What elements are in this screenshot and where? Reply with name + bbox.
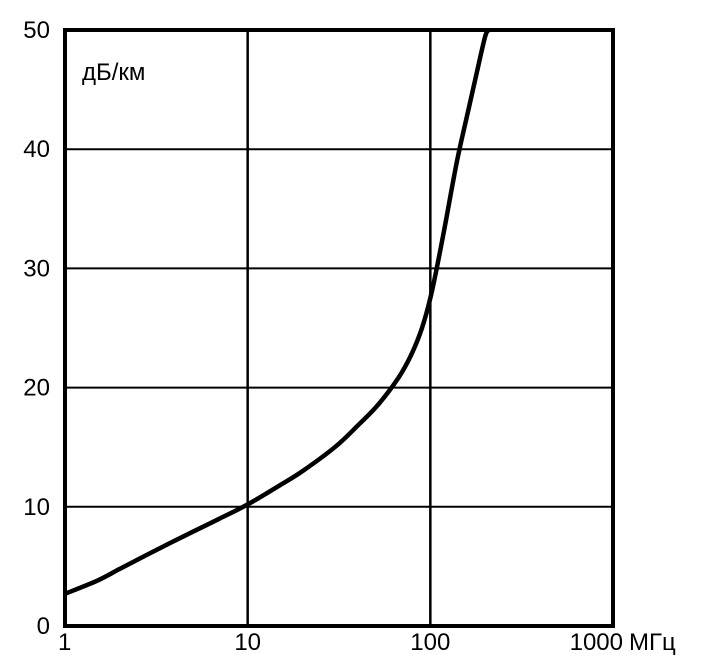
plot-frame bbox=[63, 28, 615, 628]
x-tick-label: 1 bbox=[58, 629, 71, 656]
plot-border bbox=[63, 28, 615, 628]
y-tick-label: 0 bbox=[37, 613, 50, 640]
y-tick-label: 40 bbox=[23, 136, 50, 163]
x-tick-label: 10 bbox=[234, 629, 261, 656]
x-tick-label: 100 bbox=[410, 629, 450, 656]
x-tick-label: 1000 bbox=[570, 629, 623, 656]
y-tick-label: 50 bbox=[23, 17, 50, 44]
y-tick-label: 10 bbox=[23, 494, 50, 521]
x-axis-unit-label: МГц bbox=[629, 629, 676, 656]
x-tick-labels: 1 10 100 1000 bbox=[58, 629, 623, 656]
series-line bbox=[65, 30, 492, 597]
y-tick-label: 20 bbox=[23, 375, 50, 402]
grid-lines bbox=[65, 30, 613, 626]
y-tick-label: 30 bbox=[23, 255, 50, 282]
y-tick-labels: 0 10 20 30 40 50 bbox=[23, 17, 50, 640]
y-axis-unit-label: дБ/км bbox=[82, 59, 145, 86]
series-layer bbox=[65, 30, 492, 597]
